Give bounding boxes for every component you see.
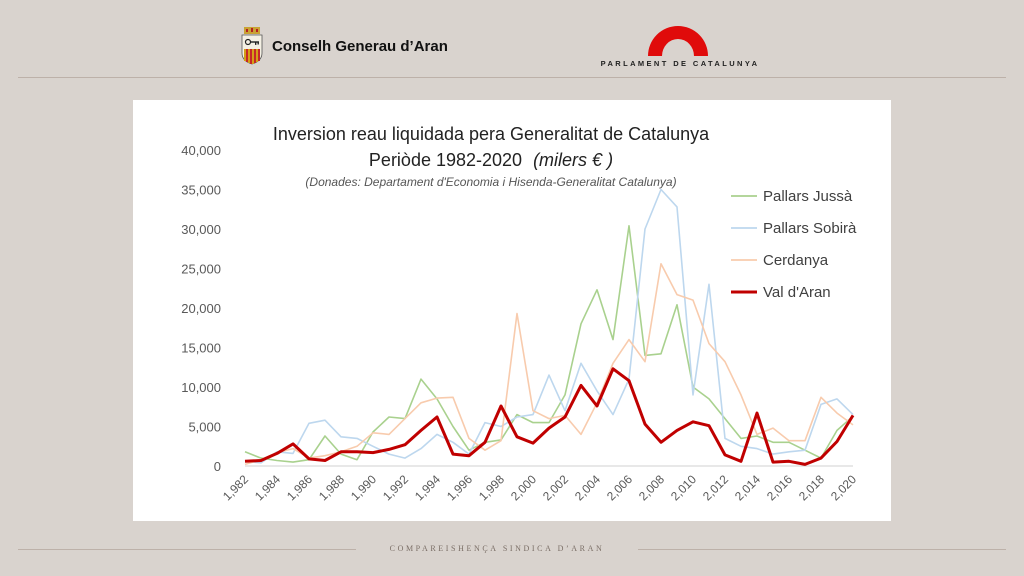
x-tick-label: 2,000 [508,472,539,503]
x-tick-label: 2,020 [828,472,859,503]
y-tick-label: 15,000 [181,341,221,356]
x-tick-label: 2,002 [540,472,571,503]
series-line-pallars-jussa [244,225,854,463]
coat-of-arms-icon [241,27,263,65]
header-divider [18,77,1006,78]
parlament-arch-icon [648,26,708,56]
org-name-parlament: PARLAMENT DE CATALUNYA [600,59,760,68]
y-axis: 0 5,000 10,000 15,000 20,000 25,000 30,000 35,0… [181,143,221,474]
x-axis: 1,982 1,984 1,986 1,988 1,990 1,992 1,994 1,996… [220,472,859,503]
series-line-val-d-aran [244,367,855,466]
x-tick-label: 2,014 [732,472,763,503]
x-tick-label: 2,010 [668,472,699,503]
series-layer [244,188,855,466]
x-tick-label: 2,008 [636,472,667,503]
chart-subtitle: (Donades: Departament d'Economia i Hisen… [305,175,676,189]
x-tick-label: 1,982 [220,472,251,503]
org-name-conselh: Conselh Generau d’Aran [272,37,448,55]
x-tick-label: 1,994 [412,472,443,503]
chart-title-line2: Periòde 1982-2020 (milers € ) [369,150,613,170]
x-tick-label: 1,988 [316,472,347,503]
footer-divider-right [638,549,1006,550]
series-line-pallars-sobira [244,188,854,464]
y-tick-label: 25,000 [181,262,221,277]
legend-label-cerdanya: Cerdanya [763,252,829,269]
x-tick-label: 1,986 [284,472,315,503]
y-tick-label: 30,000 [181,222,221,237]
footer-caption: COMPAREISHENÇA SINDICA D’ARAN [389,544,605,553]
x-tick-label: 1,984 [252,472,283,503]
x-tick-label: 2,016 [764,472,795,503]
x-tick-label: 1,990 [348,472,379,503]
x-tick-label: 2,006 [604,472,635,503]
y-tick-label: 5,000 [188,420,221,435]
header-logo-conselh: Conselh Generau d’Aran [240,26,448,66]
chart-unit: (milers € ) [533,150,613,170]
footer-divider-left [18,549,356,550]
y-tick-label: 20,000 [181,301,221,316]
chart-period: Periòde 1982-2020 [369,150,522,170]
y-tick-label: 0 [214,459,221,474]
line-chart: Inversion reau liquidada pera Generalita… [181,124,859,503]
legend-label-pallars-sobira: Pallars Sobirà [763,220,857,237]
x-tick-label: 1,998 [476,472,507,503]
x-tick-label: 1,992 [380,472,411,503]
x-tick-label: 1,996 [444,472,475,503]
series-line-cerdanya [244,263,854,466]
x-tick-label: 2,018 [796,472,827,503]
x-tick-label: 2,012 [700,472,731,503]
chart-title-line1: Inversion reau liquidada pera Generalita… [273,124,710,144]
legend-label-val-d-aran: Val d'Aran [763,284,831,301]
chart-panel: Inversion reau liquidada pera Generalita… [133,100,891,521]
y-tick-label: 35,000 [181,183,221,198]
x-tick-label: 2,004 [572,472,603,503]
header-logo-parlament: PARLAMENT DE CATALUNYA [590,26,770,70]
legend-label-pallars-jussa: Pallars Jussà [763,188,853,205]
y-tick-label: 40,000 [181,143,221,158]
legend: Pallars Jussà Pallars Sobirà Cerdanya Val d… [731,188,857,301]
y-tick-label: 10,000 [181,380,221,395]
